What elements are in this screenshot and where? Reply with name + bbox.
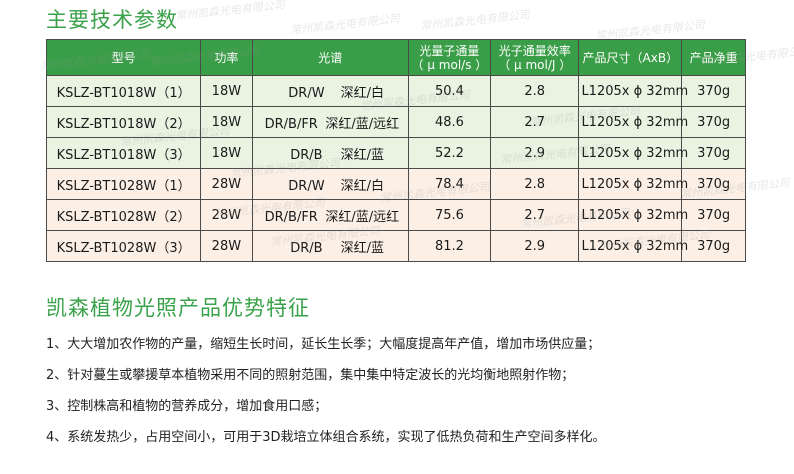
cell-ppf: 81.2 — [407, 230, 492, 262]
cell-spectrum: DR/W 深红/白 — [251, 75, 409, 107]
feature-item: 4、系统发热少，占用空间小，可用于3D栽培立体组合系统，实现了低热负荷和生产空间… — [46, 430, 606, 445]
spectrum-color: 深红/蓝 — [340, 147, 384, 163]
cell-ppf: 48.6 — [407, 106, 492, 138]
cell-model: KSLZ-BT1018W（3） — [45, 137, 202, 169]
table-row: KSLZ-BT1018W（2） 18W DR/B/FR 深红/蓝/远红 48.6… — [45, 106, 746, 138]
table-row: KSLZ-BT1028W（2） 28W DR/B/FR 深红/蓝/远红 75.6… — [45, 199, 746, 231]
cell-weight: 370g — [681, 168, 746, 200]
header-efficacy-line2: （ μ mol/J ） — [498, 57, 572, 72]
header-ppf: 光量子通量（ μ mol/s ） — [407, 39, 492, 76]
spectrum-code: DR/B — [290, 240, 323, 256]
watermark: 常州凯森光电有限公司 — [419, 8, 531, 33]
cell-ppf: 50.4 — [407, 75, 492, 107]
cell-efficacy: 2.7 — [490, 106, 580, 138]
cell-spectrum: DR/B/FR 深红/蓝/远红 — [251, 199, 409, 231]
cell-weight: 370g — [681, 75, 746, 107]
cell-power: 18W — [200, 106, 253, 138]
spectrum-code: DR/W — [288, 178, 325, 194]
cell-model: KSLZ-BT1018W（1） — [45, 75, 202, 107]
spectrum-code: DR/B/FR — [264, 116, 318, 132]
cell-efficacy: 2.8 — [490, 168, 580, 200]
header-size: 产品尺寸（AxB） — [578, 39, 683, 76]
header-efficacy-line1: 光子通量效率 — [498, 43, 571, 58]
feature-list: 1、大大增加农作物的产量，缩短生长时间，延长生长季；大幅度提高年产值，增加市场供… — [46, 336, 606, 460]
spectrum-color: 深红/蓝/远红 — [325, 116, 400, 132]
feature-item: 1、大大增加农作物的产量，缩短生长时间，延长生长季；大幅度提高年产值，增加市场供… — [46, 337, 601, 352]
cell-weight: 370g — [681, 199, 746, 231]
cell-size: L1205x ϕ 32mm — [578, 230, 688, 262]
cell-model: KSLZ-BT1028W（3） — [45, 230, 202, 262]
cell-ppf: 78.4 — [407, 168, 492, 200]
cell-power: 28W — [200, 199, 253, 231]
cell-size: L1205x ϕ 32mm — [578, 137, 688, 169]
watermark: 常州凯森光电有限公司 — [289, 12, 401, 37]
cell-size: L1205x ϕ 32mm — [578, 199, 688, 231]
spec-table: 型号 功率 光谱 光量子通量（ μ mol/s ） 光子通量效率（ μ mol/… — [45, 39, 746, 262]
cell-efficacy: 2.9 — [490, 230, 580, 262]
feature-item: 3、控制株高和植物的营养成分，增加食用口感； — [46, 399, 328, 414]
watermark: 常州凯森光电有限公司 — [174, 0, 286, 23]
cell-power: 28W — [200, 230, 253, 262]
header-efficacy: 光子通量效率（ μ mol/J ） — [490, 39, 580, 76]
header-model: 型号 — [45, 39, 202, 76]
cell-spectrum: DR/B 深红/蓝 — [251, 230, 409, 262]
spectrum-color: 深红/白 — [340, 178, 384, 194]
cell-power: 28W — [200, 168, 253, 200]
header-power: 功率 — [200, 39, 253, 76]
section-title-features: 凯森植物光照产品优势特征 — [46, 296, 310, 320]
section-title-specs: 主要技术参数 — [46, 8, 178, 32]
spectrum-color: 深红/蓝/远红 — [325, 209, 400, 225]
cell-weight: 370g — [681, 230, 746, 262]
header-ppf-line2: （ μ mol/s ） — [411, 57, 488, 72]
cell-weight: 370g — [681, 106, 746, 138]
cell-spectrum: DR/W 深红/白 — [251, 168, 409, 200]
cell-model: KSLZ-BT1028W（1） — [45, 168, 202, 200]
header-weight: 产品净重 — [681, 39, 746, 76]
spectrum-code: DR/B/FR — [264, 209, 318, 225]
cell-power: 18W — [200, 75, 253, 107]
table-row: KSLZ-BT1028W（3） 28W DR/B 深红/蓝 81.2 2.9 L… — [45, 230, 746, 262]
cell-size: L1205x ϕ 32mm — [578, 106, 688, 138]
cell-ppf: 52.2 — [407, 137, 492, 169]
spectrum-color: 深红/白 — [340, 85, 384, 101]
cell-efficacy: 2.8 — [490, 75, 580, 107]
cell-efficacy: 2.7 — [490, 199, 580, 231]
cell-model: KSLZ-BT1018W（2） — [45, 106, 202, 138]
cell-size: L1205x ϕ 32mm — [578, 75, 688, 107]
cell-size: L1205x ϕ 32mm — [578, 168, 688, 200]
cell-model: KSLZ-BT1028W（2） — [45, 199, 202, 231]
spectrum-code: DR/W — [288, 85, 325, 101]
spectrum-color: 深红/蓝 — [340, 240, 384, 256]
cell-weight: 370g — [681, 137, 746, 169]
cell-spectrum: DR/B 深红/蓝 — [251, 137, 409, 169]
cell-ppf: 75.6 — [407, 199, 492, 231]
cell-spectrum: DR/B/FR 深红/蓝/远红 — [251, 106, 409, 138]
feature-item: 2、针对蔓生或攀援草本植物采用不同的照射范围，集中集中特定波长的光均衡地照射作物… — [46, 368, 575, 383]
table-row: KSLZ-BT1018W（1） 18W DR/W 深红/白 50.4 2.8 L… — [45, 75, 746, 107]
header-spectrum: 光谱 — [251, 39, 409, 76]
cell-power: 18W — [200, 137, 253, 169]
header-ppf-line1: 光量子通量 — [419, 43, 480, 58]
table-header-row: 型号 功率 光谱 光量子通量（ μ mol/s ） 光子通量效率（ μ mol/… — [45, 39, 746, 76]
spectrum-code: DR/B — [290, 147, 323, 163]
table-row: KSLZ-BT1018W（3） 18W DR/B 深红/蓝 52.2 2.9 L… — [45, 137, 746, 169]
cell-efficacy: 2.9 — [490, 137, 580, 169]
table-row: KSLZ-BT1028W（1） 28W DR/W 深红/白 78.4 2.8 L… — [45, 168, 746, 200]
